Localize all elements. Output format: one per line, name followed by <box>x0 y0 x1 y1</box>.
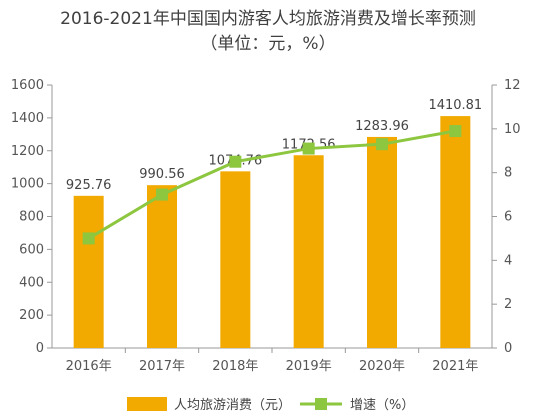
legend-bar-swatch <box>127 397 167 411</box>
growth-point <box>82 232 95 245</box>
x-tick-label: 2019年 <box>286 359 332 374</box>
right-tick-label: 6 <box>504 210 512 225</box>
left-tick-label: 1200 <box>11 144 44 159</box>
growth-point <box>449 125 462 138</box>
x-tick-label: 2021年 <box>432 359 478 374</box>
bar-value-label: 1410.81 <box>428 98 482 113</box>
chart-subtitle: （单位：元，%） <box>200 34 336 54</box>
bar <box>293 155 324 348</box>
x-tick-label: 2020年 <box>359 359 405 374</box>
left-tick-label: 800 <box>19 210 44 225</box>
right-tick-label: 12 <box>504 78 521 93</box>
left-tick-label: 1000 <box>11 177 44 192</box>
legend-line-label: 增速（%） <box>350 398 414 413</box>
growth-point <box>376 138 388 151</box>
right-tick-label: 8 <box>504 166 512 181</box>
growth-point <box>302 142 315 155</box>
left-tick-label: 1400 <box>11 111 44 126</box>
left-tick-label: 600 <box>19 242 44 257</box>
right-tick-label: 10 <box>504 122 521 137</box>
chart-title: 2016-2021年中国国内游客人均旅游消费及增长率预测 <box>60 9 476 29</box>
growth-line <box>87 129 456 240</box>
bar <box>440 116 471 348</box>
bar <box>367 136 397 348</box>
x-tick-label: 2016年 <box>66 359 112 374</box>
x-tick-label: 2018年 <box>212 359 258 374</box>
left-tick-label: 200 <box>19 308 44 323</box>
legend-bar-label: 人均旅游消费（元） <box>174 398 291 413</box>
right-tick-label: 2 <box>504 297 512 312</box>
legend-line-marker <box>315 398 327 410</box>
growth-point <box>156 188 168 201</box>
bar <box>147 185 177 348</box>
bar-value-label: 990.56 <box>139 167 185 182</box>
bar-value-label: 1283.96 <box>355 119 409 134</box>
right-tick-label: 4 <box>504 253 512 268</box>
bar <box>220 171 251 348</box>
right-tick-label: 0 <box>504 341 512 356</box>
bar-value-label: 925.76 <box>66 178 112 193</box>
left-tick-label: 400 <box>19 275 44 290</box>
growth-point <box>229 155 242 168</box>
bar <box>73 195 104 348</box>
x-tick-label: 2017年 <box>139 359 185 374</box>
left-tick-label: 0 <box>36 341 44 356</box>
left-tick-label: 1600 <box>11 78 44 93</box>
